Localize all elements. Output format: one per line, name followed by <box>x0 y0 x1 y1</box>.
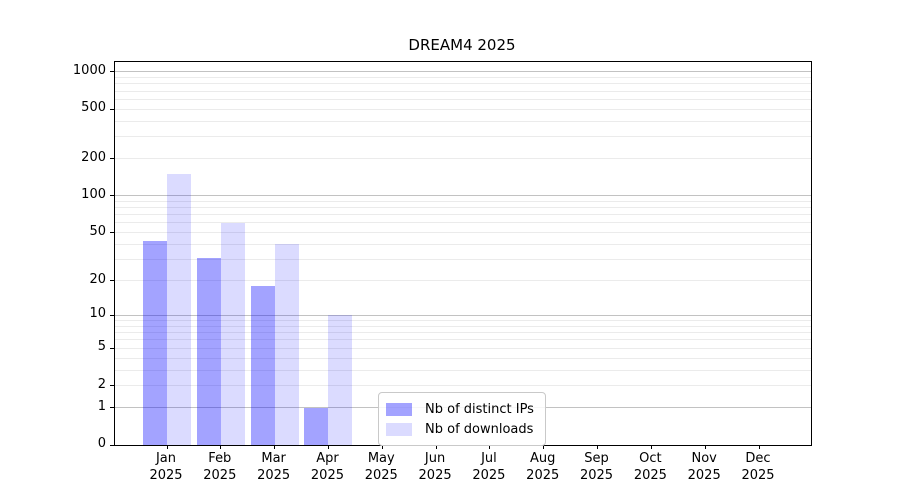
x-tick-mark <box>758 445 760 449</box>
y-tick-mark <box>110 232 114 234</box>
y-tick-label: 1 <box>97 398 106 414</box>
y-tick-label: 50 <box>89 223 106 239</box>
minor-gridline <box>115 339 811 341</box>
x-tick-mark <box>274 445 276 449</box>
minor-gridline <box>115 207 811 209</box>
minor-gridline <box>115 214 811 216</box>
minor-gridline <box>115 320 811 322</box>
bar-downloads-feb <box>220 222 245 445</box>
y-tick-label: 2 <box>97 376 106 392</box>
x-tick-mark <box>166 445 168 449</box>
x-tick-mark <box>597 445 599 449</box>
minor-gridline <box>115 325 811 327</box>
bar-distinct-ips-apr <box>304 407 329 445</box>
legend-swatch-downloads-icon <box>386 422 412 436</box>
minor-gridline <box>115 108 811 110</box>
y-tick-label: 10 <box>89 306 106 322</box>
x-tick-mark <box>704 445 706 449</box>
y-axis: 1000 500 200 100 50 20 10 5 2 1 0 <box>0 61 106 451</box>
minor-gridline <box>115 369 811 371</box>
x-tick-label: Jan 2025 <box>149 451 183 483</box>
y-tick-mark <box>110 347 114 349</box>
y-tick-mark <box>110 195 114 197</box>
y-tick-label: 1000 <box>72 62 106 78</box>
y-tick-mark <box>110 407 114 409</box>
x-tick-label: Aug 2025 <box>526 451 560 483</box>
bar-distinct-ips-feb <box>196 257 221 445</box>
minor-gridline <box>115 259 811 261</box>
y-tick-label: 20 <box>89 271 106 287</box>
minor-gridline <box>115 158 811 160</box>
minor-gridline <box>115 83 811 85</box>
minor-gridline <box>115 136 811 138</box>
x-tick-label: Jun 2025 <box>418 451 452 483</box>
x-tick-mark <box>381 445 383 449</box>
legend-label-distinct-ips: Nb of distinct IPs <box>425 401 534 417</box>
x-tick-mark <box>650 445 652 449</box>
legend-swatch-distinct-ips-icon <box>386 402 412 416</box>
y-tick-label: 0 <box>97 436 106 451</box>
minor-gridline <box>115 280 811 282</box>
minor-gridline <box>115 385 811 387</box>
x-tick-mark <box>220 445 222 449</box>
x-tick-mark <box>435 445 437 449</box>
x-tick-label: Apr 2025 <box>310 451 344 483</box>
minor-gridline <box>115 357 811 359</box>
y-tick-mark <box>110 71 114 73</box>
x-tick-label: Nov 2025 <box>687 451 721 483</box>
legend: Nb of distinct IPs Nb of downloads <box>378 392 546 446</box>
y-tick-mark <box>110 280 114 282</box>
x-tick-label: May 2025 <box>364 451 398 483</box>
bar-distinct-ips-jan <box>143 240 167 445</box>
minor-gridline <box>115 222 811 224</box>
minor-gridline <box>115 90 811 92</box>
y-tick-label: 100 <box>81 186 106 202</box>
minor-gridline <box>115 98 811 100</box>
y-tick-label: 200 <box>81 149 106 165</box>
minor-gridline <box>115 77 811 79</box>
legend-item-downloads: Nb of downloads <box>386 419 537 439</box>
x-tick-label: Sep 2025 <box>579 451 614 483</box>
y-tick-mark <box>110 385 114 387</box>
bar-downloads-apr <box>328 315 353 445</box>
x-tick-label: Jul 2025 <box>472 451 506 483</box>
minor-gridline <box>115 120 811 122</box>
y-tick-label: 5 <box>97 339 106 355</box>
x-axis: Jan 2025 Feb 2025 Mar 2025 Apr 2025 May 2025 Jun 20… <box>114 450 810 490</box>
x-tick-label: Mar 2025 <box>257 451 291 483</box>
x-tick-label: Oct 2025 <box>633 451 667 483</box>
legend-label-downloads: Nb of downloads <box>425 421 534 437</box>
bar-downloads-jan <box>167 174 191 445</box>
y-tick-label: 500 <box>81 100 106 116</box>
minor-gridline <box>115 232 811 234</box>
y-tick-mark <box>110 158 114 160</box>
legend-item-distinct-ips: Nb of distinct IPs <box>386 399 537 419</box>
y-tick-mark <box>110 444 114 446</box>
x-tick-mark <box>327 445 329 449</box>
bar-distinct-ips-mar <box>250 285 275 445</box>
minor-gridline <box>115 332 811 334</box>
major-gridline <box>115 195 811 197</box>
minor-gridline <box>115 347 811 349</box>
plot-area <box>110 61 812 449</box>
y-tick-mark <box>110 108 114 110</box>
bar-downloads-mar <box>274 244 299 445</box>
minor-gridline <box>115 200 811 202</box>
x-tick-mark <box>543 445 545 449</box>
chart-title: DREAM4 2025 <box>408 36 516 54</box>
x-tick-mark <box>489 445 491 449</box>
x-tick-label: Dec 2025 <box>741 451 775 483</box>
major-gridline <box>115 314 811 316</box>
x-tick-label: Feb 2025 <box>203 451 237 483</box>
minor-gridline <box>115 243 811 245</box>
y-tick-mark <box>110 314 114 316</box>
major-gridline <box>115 71 811 73</box>
